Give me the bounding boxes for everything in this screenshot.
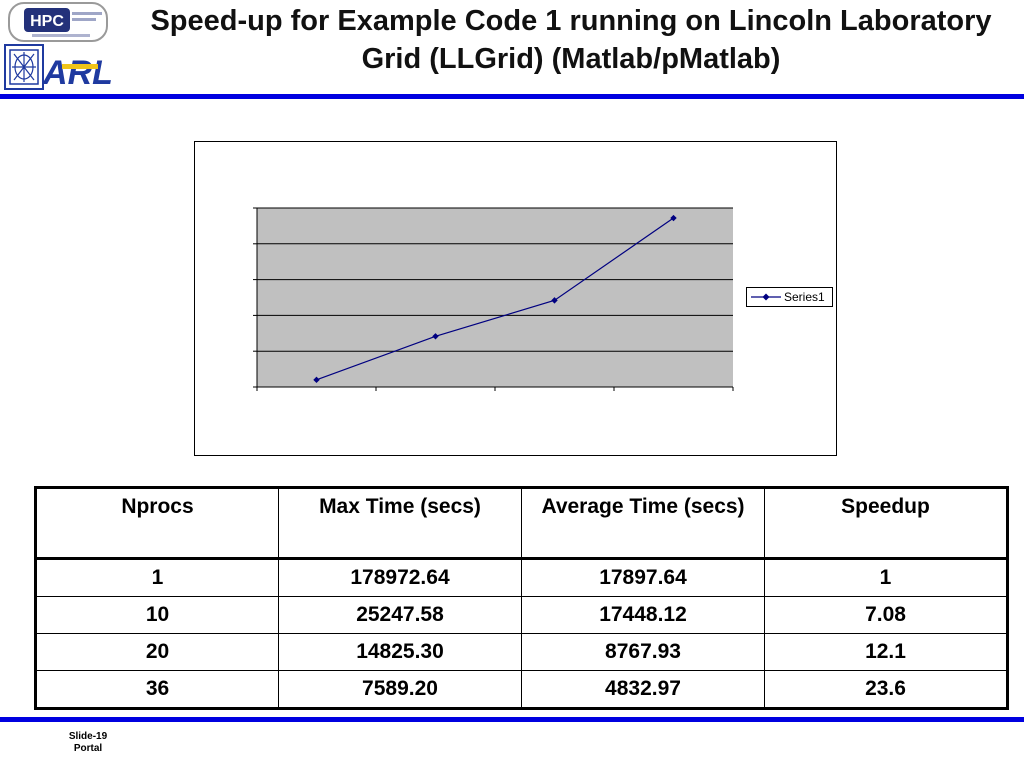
table-row: 10 25247.58 17448.12 7.08 bbox=[35, 596, 1008, 634]
cell-max-time: 178972.64 bbox=[278, 557, 522, 597]
header-nprocs: Nprocs bbox=[35, 487, 279, 559]
slide-title: Speed-up for Example Code 1 running on L… bbox=[150, 5, 992, 75]
cell-nprocs: 10 bbox=[35, 596, 279, 634]
table-row: 20 14825.30 8767.93 12.1 bbox=[35, 633, 1008, 671]
chart-legend: Series1 bbox=[746, 287, 833, 307]
arl-logo-text: ARL bbox=[42, 54, 112, 90]
hpc-mark-icon: HPC bbox=[24, 8, 70, 32]
cell-speedup: 7.08 bbox=[764, 596, 1008, 634]
header-max-time: Max Time (secs) bbox=[278, 487, 522, 559]
arl-logo: ARL bbox=[4, 44, 112, 90]
cell-speedup: 12.1 bbox=[764, 633, 1008, 671]
table-header-row: Nprocs Max Time (secs) Average Time (sec… bbox=[35, 487, 1008, 559]
plot-area bbox=[257, 208, 733, 387]
footer-portal-label: Portal bbox=[73, 743, 103, 754]
cell-max-time: 7589.20 bbox=[278, 670, 522, 709]
cell-max-time: 14825.30 bbox=[278, 633, 522, 671]
hpc-tagline-mark bbox=[32, 34, 90, 37]
header-speedup: Speedup bbox=[764, 487, 1008, 559]
data-point bbox=[670, 214, 677, 222]
cell-max-time: 25247.58 bbox=[278, 596, 522, 634]
header-average-time: Average Time (secs) bbox=[521, 487, 765, 559]
cell-average-time: 8767.93 bbox=[521, 633, 765, 671]
cell-nprocs: 36 bbox=[35, 670, 279, 709]
hpc-side-mark bbox=[72, 12, 102, 15]
bottom-divider bbox=[0, 717, 1024, 722]
slide-footer: Slide-19 Portal bbox=[58, 731, 118, 755]
cell-average-time: 17897.64 bbox=[521, 557, 765, 597]
legend-label: Series1 bbox=[784, 290, 825, 304]
cell-average-time: 17448.12 bbox=[521, 596, 765, 634]
data-point bbox=[551, 297, 558, 304]
line-chart bbox=[253, 207, 734, 391]
hpc-logo: HPC bbox=[8, 2, 108, 42]
chart-frame: Series1 bbox=[194, 141, 837, 456]
top-divider bbox=[0, 94, 1024, 99]
data-point bbox=[432, 333, 439, 340]
series-line bbox=[316, 217, 674, 381]
results-table: Nprocs Max Time (secs) Average Time (sec… bbox=[34, 486, 1009, 710]
table-row: 1 178972.64 17897.64 1 bbox=[35, 557, 1008, 597]
hpc-side-mark bbox=[72, 18, 96, 21]
cell-speedup: 23.6 bbox=[764, 670, 1008, 709]
table-row: 36 7589.20 4832.97 23.6 bbox=[35, 670, 1008, 709]
cell-speedup: 1 bbox=[764, 557, 1008, 597]
cell-nprocs: 1 bbox=[35, 557, 279, 597]
slide-number: Slide-19 bbox=[68, 731, 108, 742]
hpc-logo-text: HPC bbox=[30, 13, 64, 30]
cell-average-time: 4832.97 bbox=[521, 670, 765, 709]
legend-series-icon bbox=[751, 293, 781, 301]
cell-nprocs: 20 bbox=[35, 633, 279, 671]
